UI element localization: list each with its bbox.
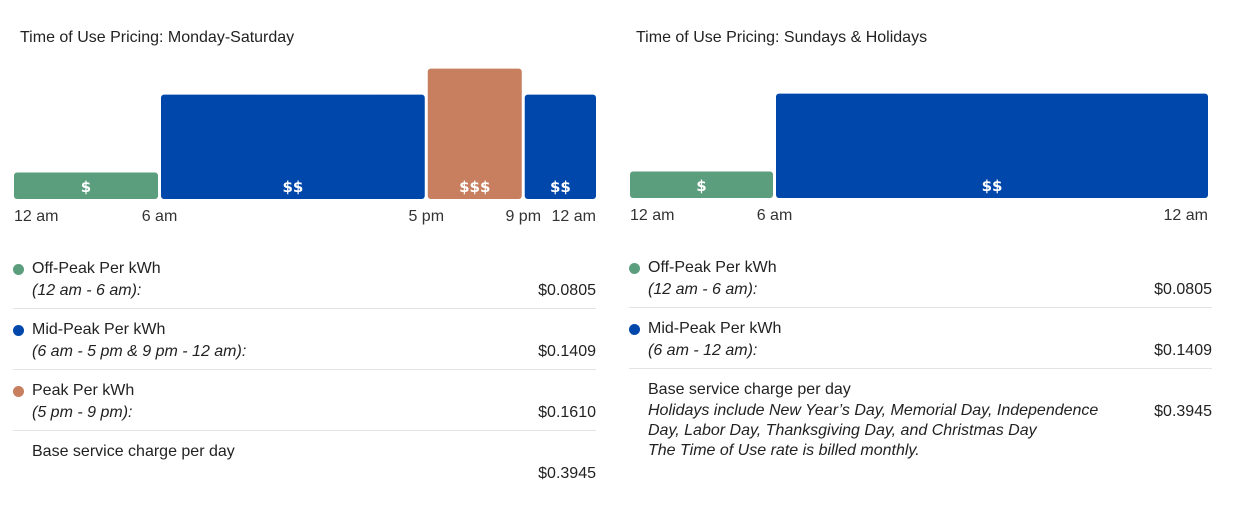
rate-price: $0.0805 — [1154, 281, 1212, 298]
rate-name: Peak Per kWh — [32, 382, 135, 399]
rate-name: Base service charge per day — [648, 381, 851, 398]
rate-name: Mid-Peak Per kWh — [32, 321, 166, 338]
rate-hours: (6 am - 12 am): — [648, 342, 758, 359]
rate-hours: (12 am - 6 am): — [32, 282, 142, 299]
rate-row-mid-peak: Mid-Peak Per kWh (6 am - 12 am): $0.1409 — [629, 318, 1212, 369]
rate-price: $0.3945 — [538, 465, 596, 482]
bar-price-label: $$$ — [459, 178, 490, 196]
rate-name: Mid-Peak Per kWh — [648, 320, 782, 337]
rate-price: $0.1610 — [538, 404, 596, 421]
rate-row-off-peak: Off-Peak Per kWh (12 am - 6 am): $0.0805 — [629, 257, 1212, 308]
x-tick-label: 9 pm — [505, 208, 541, 225]
rate-hours: (12 am - 6 am): — [648, 281, 758, 298]
x-tick-label: 5 pm — [408, 208, 444, 225]
x-tick-label: 6 am — [757, 207, 793, 224]
mid-peak-dot — [629, 324, 640, 335]
x-tick-label: 6 am — [142, 208, 178, 225]
sunday-holiday-pricing-panel: Time of Use Pricing: Sundays & Holidays … — [615, 0, 1225, 523]
rate-name: Off-Peak Per kWh — [648, 259, 777, 276]
holiday-notes: Holidays include New Year’s Day, Memoria… — [648, 401, 1128, 461]
bar-off-peak — [14, 172, 158, 199]
rate-price: $0.1409 — [538, 343, 596, 360]
bar-off-peak — [630, 171, 773, 198]
peak-dot — [13, 386, 24, 397]
holiday-note: Holidays include New Year’s Day, Memoria… — [648, 402, 1099, 439]
bar-price-label: $ — [81, 178, 91, 196]
bar-price-label: $$ — [550, 178, 571, 196]
bar-mid-peak — [524, 94, 596, 199]
rate-row-off-peak: Off-Peak Per kWh (12 am - 6 am): $0.0805 — [13, 258, 596, 309]
bar-price-label: $$ — [282, 178, 303, 196]
rate-row-mid-peak: Mid-Peak Per kWh (6 am - 5 pm & 9 pm - 1… — [13, 319, 596, 370]
chart-title: Time of Use Pricing: Monday-Saturday — [20, 29, 295, 46]
bar-price-label: $$ — [982, 177, 1003, 195]
weekday-chart: $ $$ $$$ $$12 am 6 am 5 pm 9 pm 12 am — [14, 68, 596, 225]
mid-peak-dot — [13, 325, 24, 336]
rate-hours: (5 pm - 9 pm): — [32, 404, 133, 421]
x-tick-label: 12 am — [552, 208, 596, 225]
bar-price-label: $ — [696, 177, 706, 195]
rate-hours: (6 am - 5 pm & 9 pm - 12 am): — [32, 343, 247, 360]
x-tick-label: 12 am — [14, 208, 58, 225]
off-peak-dot — [13, 264, 24, 275]
weekday-pricing-panel: Time of Use Pricing: Monday-Saturday $ $$… — [0, 0, 610, 523]
bar-peak — [427, 68, 522, 199]
rate-name: Base service charge per day — [32, 443, 235, 460]
rate-row-base-charge: Base service charge per day $0.3945 — [13, 441, 596, 491]
x-tick-label: 12 am — [1164, 207, 1208, 224]
rate-price: $0.1409 — [1154, 342, 1212, 359]
bar-mid-peak — [776, 93, 1208, 198]
rate-row-peak: Peak Per kWh (5 pm - 9 pm): $0.1610 — [13, 380, 596, 431]
sunday-holiday-chart: $ $$12 am 6 am 12 am — [630, 93, 1208, 224]
x-tick-label: 12 am — [630, 207, 674, 224]
chart-title: Time of Use Pricing: Sundays & Holidays — [636, 29, 928, 46]
rate-row-base-charge: Base service charge per day Holidays inc… — [629, 379, 1212, 479]
rate-name: Off-Peak Per kWh — [32, 260, 161, 277]
bar-mid-peak — [161, 94, 425, 199]
off-peak-dot — [629, 263, 640, 274]
rate-price: $0.3945 — [1154, 403, 1212, 420]
billing-note: The Time of Use rate is billed monthly. — [648, 442, 920, 459]
rate-price: $0.0805 — [538, 282, 596, 299]
